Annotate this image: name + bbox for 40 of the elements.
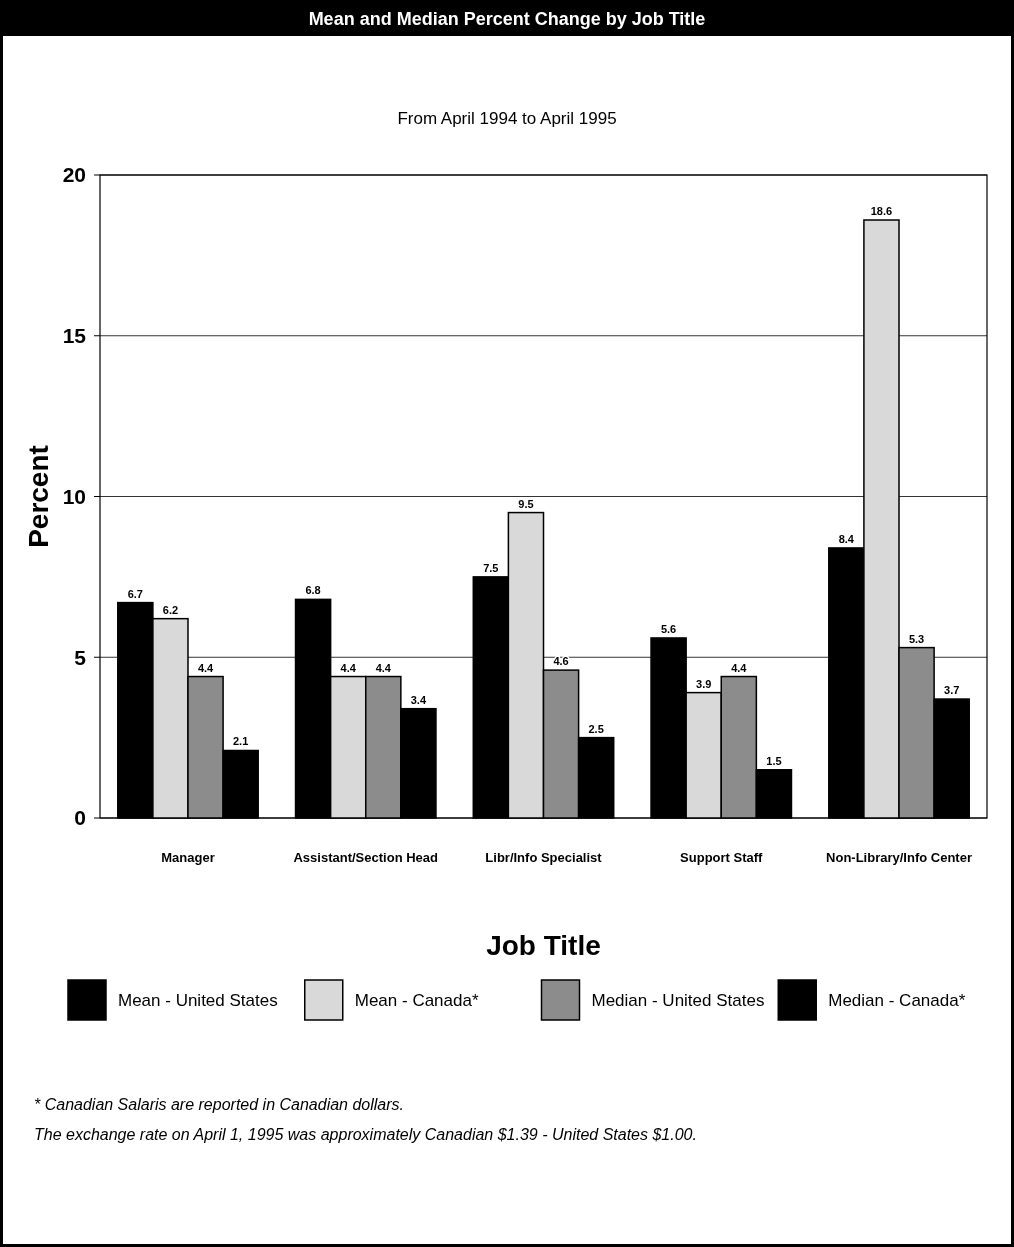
text: * Canadian Salaris are reported in Canadian dollars.: [34, 1096, 404, 1113]
x-axis-title: Job Title: [486, 930, 601, 961]
data-label: 4.4: [197, 661, 215, 674]
y-tick-label: 0: [74, 806, 86, 830]
data-label: 5.6: [660, 622, 677, 635]
data-label: 6.8: [305, 584, 321, 597]
x-tick-label: Assistant/Section Head: [293, 850, 439, 865]
data-label: 7.5: [483, 561, 499, 574]
data-label: 6.2: [162, 603, 179, 616]
x-tick-label: Non-Library/Info Center: [826, 850, 972, 865]
data-label: 4.6: [553, 655, 569, 668]
text: The exchange rate on April 1, 1995 was approximately Canadian $1.39 - United States $1.00.: [34, 1126, 697, 1143]
y-tick-label: 10: [62, 484, 86, 508]
legend-label: Mean - Canada*: [354, 990, 479, 1010]
y-tick-label: 20: [62, 163, 86, 187]
legend-label: Mean - United States: [118, 990, 278, 1010]
data-label: 3.4: [410, 693, 427, 706]
data-label: 4.4: [375, 661, 392, 674]
data-label: 5.3: [908, 632, 925, 645]
chart-subtitle: From April 1994 to April 1995: [397, 109, 617, 128]
legend-label: Median - Canada*: [828, 990, 966, 1010]
chart-title: Mean and Median Percent Change by Job Title: [308, 9, 706, 29]
x-tick-label: Libr/Info Specialist: [485, 850, 603, 865]
data-label: 8.4: [838, 532, 855, 545]
x-tick-label: Manager: [161, 850, 215, 865]
data-label: 3.7: [944, 684, 960, 697]
data-label: 4.4: [731, 661, 748, 674]
x-tick-label: Support Staff: [680, 850, 764, 865]
data-label: 4.4: [340, 661, 357, 674]
y-tick-label: 15: [62, 324, 87, 348]
data-label: 1.5: [766, 754, 782, 767]
y-axis-title: Percent: [23, 445, 54, 548]
data-label: 9.5: [518, 497, 534, 510]
data-label: 2.1: [233, 735, 249, 748]
data-label: 3.9: [696, 677, 712, 690]
legend-label: Median - United States: [591, 990, 765, 1010]
data-label: 18.6: [870, 205, 893, 218]
data-label: 6.7: [127, 587, 143, 600]
y-tick-label: 5: [74, 645, 87, 669]
data-label: 2.5: [588, 722, 604, 735]
